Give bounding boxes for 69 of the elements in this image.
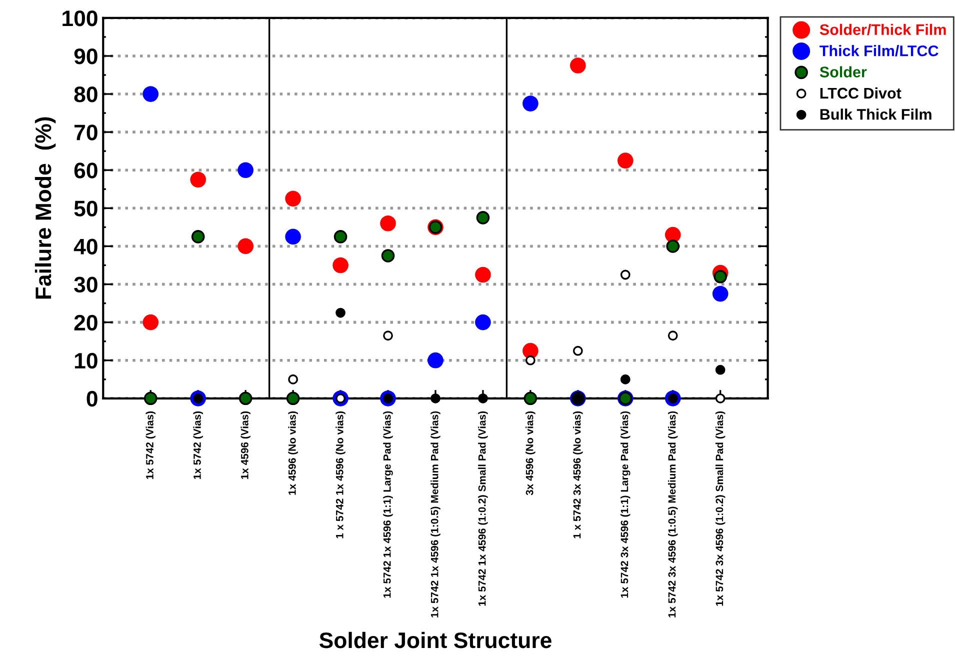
y-tick-label: 0 — [86, 390, 98, 407]
point — [383, 330, 393, 341]
y-tick-label: 80 — [74, 86, 98, 102]
x-tick-label: 1x 5742 1x 4596 (1:0.5) Medium Pad (Vias) — [430, 411, 440, 618]
y-tick-label: 100 — [62, 10, 98, 26]
x-tick-label: 1x 4596 (No vias) — [288, 411, 298, 495]
point — [285, 190, 301, 207]
point — [620, 270, 630, 280]
point — [522, 96, 538, 112]
y-tick-label: 30 — [74, 276, 98, 293]
point — [478, 393, 488, 404]
x-tick-label: 1x 5742 3x 4596 (1:0.2) Small Pad (Vias) — [715, 411, 726, 606]
point — [286, 392, 300, 406]
point — [428, 352, 444, 368]
point — [525, 355, 536, 366]
x-tick-label: 1x 5742 1x 4596 (1:0.2) Small Pad (Vias) — [478, 411, 488, 606]
x-tick-label: 1x 5742 (Vias) — [146, 411, 156, 479]
y-axis-title: Failure Mode (%) — [34, 117, 56, 299]
point — [238, 238, 254, 254]
point — [476, 211, 490, 224]
point — [380, 215, 396, 232]
legend-label: Bulk Thick Film — [820, 108, 932, 120]
point — [570, 58, 586, 74]
point — [238, 392, 252, 406]
point — [430, 393, 440, 404]
point — [712, 286, 728, 302]
legend-label: Solder/Thick Film — [820, 24, 946, 36]
y-tick-label: 50 — [74, 200, 98, 216]
legend-label: Solder — [820, 66, 867, 78]
x-tick-label: 1x 5742 3x 4596 (1:0.5) Medium Pad (Vias) — [668, 411, 678, 618]
x-tick-label: 1x 5742 3x 4596 (1:1) Large Pad (Vias) — [620, 411, 630, 598]
x-tick-label: 1x 5742 1x 4596 (1:1) Large Pad (Vias) — [383, 411, 393, 598]
y-tick-label: 70 — [74, 124, 98, 140]
point — [285, 228, 301, 245]
point — [475, 314, 491, 330]
point — [617, 152, 634, 169]
x-tick-label: 1 x 5742 1x 4596 (No vias) — [336, 411, 346, 538]
point — [620, 374, 630, 384]
point — [142, 314, 159, 330]
point — [288, 374, 298, 384]
point — [144, 392, 158, 406]
x-tick-label: 1x 5742 (Vias) — [193, 411, 203, 479]
y-tick-label: 60 — [74, 162, 98, 178]
y-tick-label: 10 — [74, 352, 98, 369]
point — [190, 172, 206, 188]
point — [715, 393, 726, 404]
x-tick-label: 1x 4596 (Vias) — [240, 411, 250, 479]
point — [524, 392, 538, 406]
point — [142, 86, 159, 102]
point — [334, 230, 348, 244]
point — [572, 346, 583, 356]
point — [336, 308, 346, 318]
point — [668, 330, 678, 341]
point — [381, 249, 395, 262]
y-tick-label: 20 — [74, 314, 98, 331]
point — [191, 230, 205, 244]
x-axis-title: Solder Joint Structure — [319, 632, 552, 648]
point — [332, 257, 348, 274]
point — [666, 240, 680, 253]
point — [475, 266, 491, 283]
point — [238, 162, 254, 178]
x-tick-label: 3x 4596 (No vias) — [526, 411, 536, 496]
legend-label: LTCC Divot — [820, 87, 902, 99]
legend-label: Thick Film/LTCC — [820, 45, 938, 56]
y-tick-label: 40 — [74, 238, 98, 254]
y-tick-label: 90 — [74, 48, 98, 64]
point — [715, 364, 726, 375]
x-tick-label: 1 x 5742 3x 4596 (No vias) — [573, 411, 583, 538]
point — [714, 270, 727, 284]
